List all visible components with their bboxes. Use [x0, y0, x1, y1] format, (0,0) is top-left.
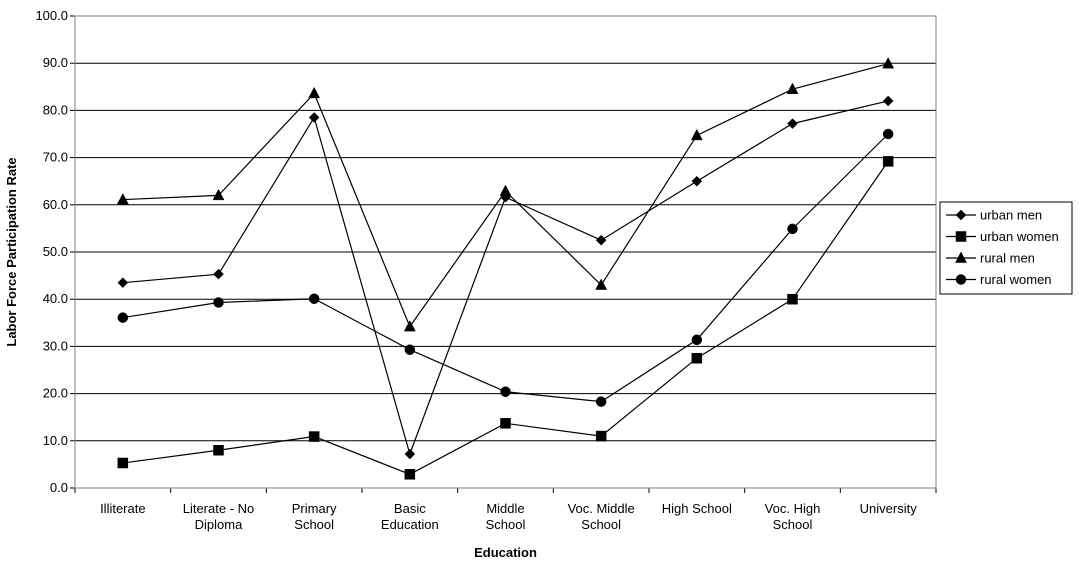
- data-point-urban-men: [882, 95, 894, 107]
- series-urban-men: [117, 95, 894, 460]
- data-point-urban-men: [691, 175, 703, 187]
- series-line-urban-men: [122, 100, 889, 456]
- data-point-rural-women: [882, 128, 894, 140]
- data-point-rural-men: [882, 57, 895, 69]
- legend-label: urban men: [980, 208, 1042, 223]
- data-point-urban-women: [691, 352, 703, 364]
- data-point-urban-men: [308, 112, 320, 123]
- data-point-urban-women: [595, 430, 607, 442]
- x-tick-label: Voc. Middle School: [568, 501, 635, 532]
- data-point-urban-women: [500, 418, 511, 429]
- data-point-rural-women: [595, 396, 607, 407]
- legend-item-rural-men: rural men: [946, 251, 1035, 266]
- series-urban-women: [117, 156, 894, 480]
- legend-item-urban-men: urban men: [946, 208, 1042, 223]
- y-tick-label: 60.0: [43, 197, 68, 212]
- data-point-urban-men: [117, 277, 129, 289]
- x-tick-label: Primary School: [292, 501, 337, 532]
- legend-item-rural-women: rural women: [946, 272, 1052, 287]
- x-axis-title: Education: [474, 545, 537, 560]
- series-rural-men: [116, 57, 895, 332]
- data-point-rural-men: [116, 193, 129, 205]
- data-point-urban-women: [787, 293, 798, 305]
- series-rural-women: [117, 128, 894, 407]
- x-tick-label: Middle School: [486, 501, 526, 532]
- data-point-rural-women: [117, 312, 129, 323]
- y-tick-label: 10.0: [43, 433, 68, 448]
- data-point-urban-men: [404, 448, 416, 460]
- x-tick-label: High School: [662, 501, 732, 516]
- legend-item-urban-women: urban women: [946, 229, 1059, 244]
- legend-label: rural men: [980, 251, 1035, 266]
- y-tick-label: 20.0: [43, 386, 68, 401]
- data-point-rural-men: [786, 82, 799, 94]
- data-point-rural-women: [213, 297, 224, 308]
- data-point-urban-men: [595, 234, 607, 246]
- data-point-rural-men: [690, 128, 703, 141]
- data-point-urban-women: [882, 156, 894, 167]
- data-point-rural-women: [787, 223, 798, 235]
- data-point-rural-men: [595, 278, 608, 290]
- legend-label: rural women: [980, 272, 1052, 287]
- x-tick-label: Literate - No Diploma: [183, 501, 255, 532]
- x-tick-label: Basic Education: [381, 501, 439, 532]
- data-point-urban-women: [117, 457, 129, 469]
- series-layer: [116, 57, 895, 480]
- data-point-urban-men: [787, 118, 798, 129]
- data-point-rural-men: [403, 320, 416, 332]
- data-point-rural-men: [499, 184, 512, 196]
- data-point-rural-women: [500, 386, 511, 397]
- y-tick-label: 30.0: [43, 338, 68, 353]
- y-axis-title: Labor Force Participation Rate: [4, 157, 19, 346]
- grid-lines: [75, 15, 936, 442]
- data-point-urban-men: [213, 268, 224, 280]
- legend-label: urban women: [980, 229, 1059, 244]
- legend-marker-urban-women: [955, 231, 967, 242]
- y-tick-label: 50.0: [43, 244, 68, 259]
- legend-marker-urban-men: [955, 209, 967, 221]
- data-point-rural-women: [308, 293, 320, 304]
- data-point-urban-women: [404, 469, 416, 480]
- x-axis-ticks: Illiterate Literate - No Diploma Primary Sch…: [74, 488, 937, 532]
- y-tick-label: 0.0: [50, 480, 68, 495]
- y-tick-label: 90.0: [43, 55, 68, 70]
- y-tick-label: 80.0: [43, 102, 68, 117]
- legend-marker-rural-women: [955, 274, 967, 285]
- data-point-rural-men: [212, 188, 225, 201]
- legend: urban men urban women rural men rural women: [939, 201, 1073, 295]
- data-point-rural-women: [404, 344, 416, 355]
- x-tick-label: Illiterate: [100, 501, 146, 516]
- y-tick-label: 100.0: [35, 8, 68, 23]
- x-tick-label: Voc. High School: [765, 501, 821, 532]
- legend-marker-rural-men: [955, 251, 967, 263]
- data-point-rural-men: [308, 86, 321, 99]
- y-tick-label: 70.0: [43, 150, 68, 165]
- data-point-urban-women: [308, 431, 320, 442]
- data-point-rural-women: [691, 334, 703, 346]
- y-tick-label: 40.0: [43, 291, 68, 306]
- data-point-urban-women: [213, 444, 224, 456]
- plot-area-frame: [74, 15, 937, 489]
- x-tick-label: University: [860, 501, 918, 516]
